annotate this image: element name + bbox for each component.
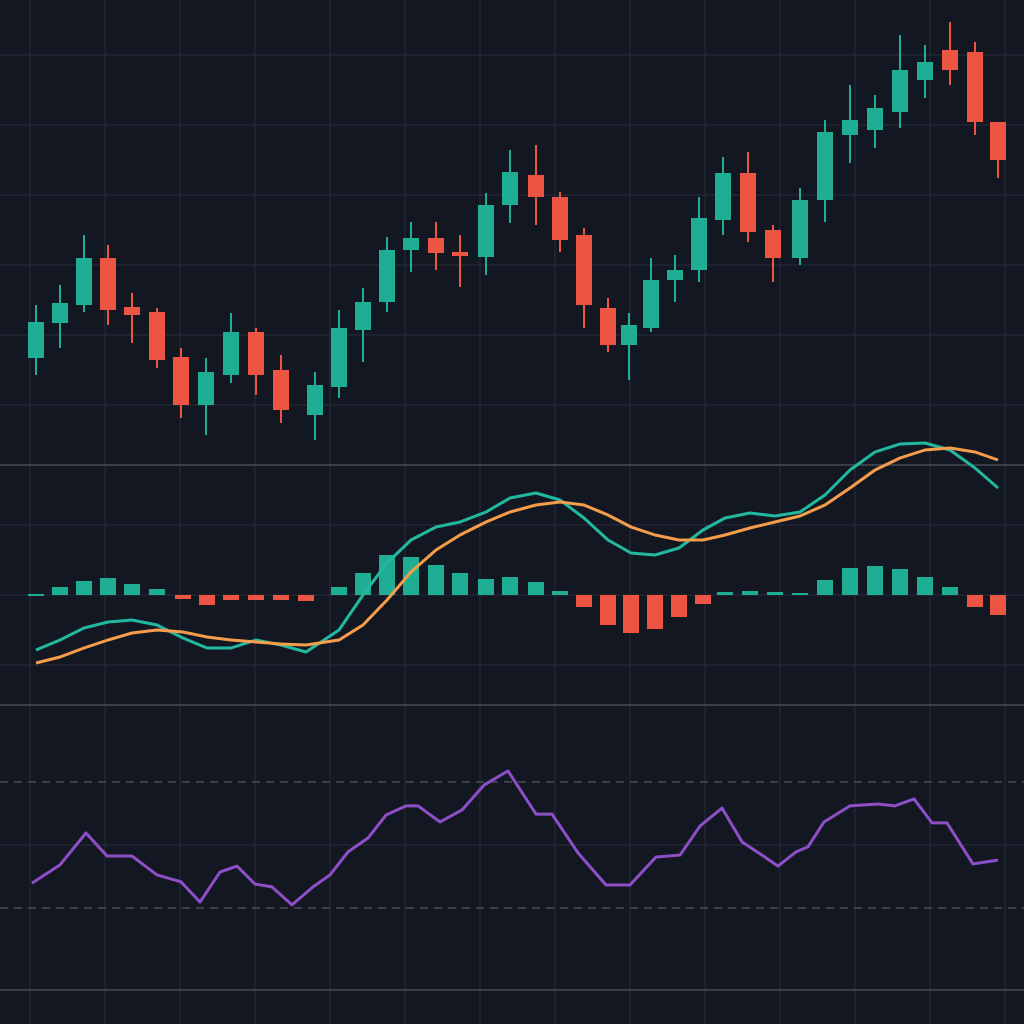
histogram-bar (817, 580, 833, 595)
histogram-bar (452, 573, 468, 595)
candle-body (502, 172, 518, 205)
histogram-bar (717, 592, 733, 595)
histogram-bar (695, 595, 711, 604)
histogram-bar (428, 565, 444, 595)
histogram-bar (671, 595, 687, 617)
histogram-bar (355, 573, 371, 595)
candle-body (621, 325, 637, 345)
histogram-bar (528, 582, 544, 595)
candle-body (428, 238, 444, 253)
candle-body (100, 258, 116, 310)
histogram-bar (199, 595, 215, 605)
histogram-bar (28, 594, 44, 596)
candle-body (403, 238, 419, 250)
histogram-bar (223, 595, 239, 600)
candle-body (643, 280, 659, 328)
candle-body (765, 230, 781, 258)
candle-body (792, 200, 808, 258)
candle-body (600, 308, 616, 345)
candle-body (892, 70, 908, 112)
candle-body (691, 218, 707, 270)
candle-body (667, 270, 683, 280)
histogram-bar (867, 566, 883, 595)
histogram-bar (502, 577, 518, 595)
candle-body (149, 312, 165, 360)
histogram-bar (967, 595, 983, 607)
histogram-bar (478, 579, 494, 595)
histogram-bar (331, 587, 347, 595)
candle-body (576, 235, 592, 305)
candle-body (867, 108, 883, 130)
histogram-bar (576, 595, 592, 607)
indicator-line (35, 446, 999, 665)
indicator-line (35, 441, 999, 654)
candle-body (331, 328, 347, 387)
candle-body (528, 175, 544, 197)
candle-body (552, 197, 568, 240)
candle-body (198, 372, 214, 405)
candle-body (379, 250, 395, 302)
candle-body (248, 332, 264, 375)
histogram-bar (647, 595, 663, 629)
candle-body (223, 332, 239, 375)
candle-body (942, 50, 958, 70)
histogram-bar (600, 595, 616, 625)
candle-body (817, 132, 833, 200)
histogram-bar (990, 595, 1006, 615)
candle-body (967, 52, 983, 122)
histogram-bar (124, 584, 140, 595)
candle-body (307, 385, 323, 415)
histogram-bar (767, 592, 783, 595)
histogram-bar (917, 577, 933, 595)
candle-body (478, 205, 494, 257)
candle-body (990, 122, 1006, 160)
marks (28, 22, 1006, 907)
histogram-bar (892, 569, 908, 595)
histogram-bar (273, 595, 289, 600)
candle-body (76, 258, 92, 305)
histogram-bar (792, 593, 808, 595)
candle-body (917, 62, 933, 80)
histogram-bar (842, 568, 858, 595)
candle-body (715, 173, 731, 220)
candle-body (273, 370, 289, 410)
histogram-bar (149, 589, 165, 595)
candle-body (842, 120, 858, 135)
candle-body (173, 357, 189, 405)
histogram-bar (76, 581, 92, 595)
histogram-bar (175, 595, 191, 599)
histogram-bar (100, 578, 116, 595)
histogram-bar (248, 595, 264, 600)
histogram-bar (52, 587, 68, 595)
candle-body (355, 302, 371, 330)
candle-body (52, 303, 68, 323)
histogram-bar (942, 587, 958, 595)
histogram-bar (552, 591, 568, 595)
rsi-line (31, 769, 999, 907)
candle-body (28, 322, 44, 358)
histogram-bar (403, 557, 419, 595)
histogram-bar (298, 595, 314, 601)
histogram-bar (623, 595, 639, 633)
candle-body (452, 252, 468, 256)
candle-body (740, 173, 756, 232)
candle-body (124, 307, 140, 315)
histogram-bar (742, 591, 758, 595)
histogram-bar (379, 555, 395, 595)
